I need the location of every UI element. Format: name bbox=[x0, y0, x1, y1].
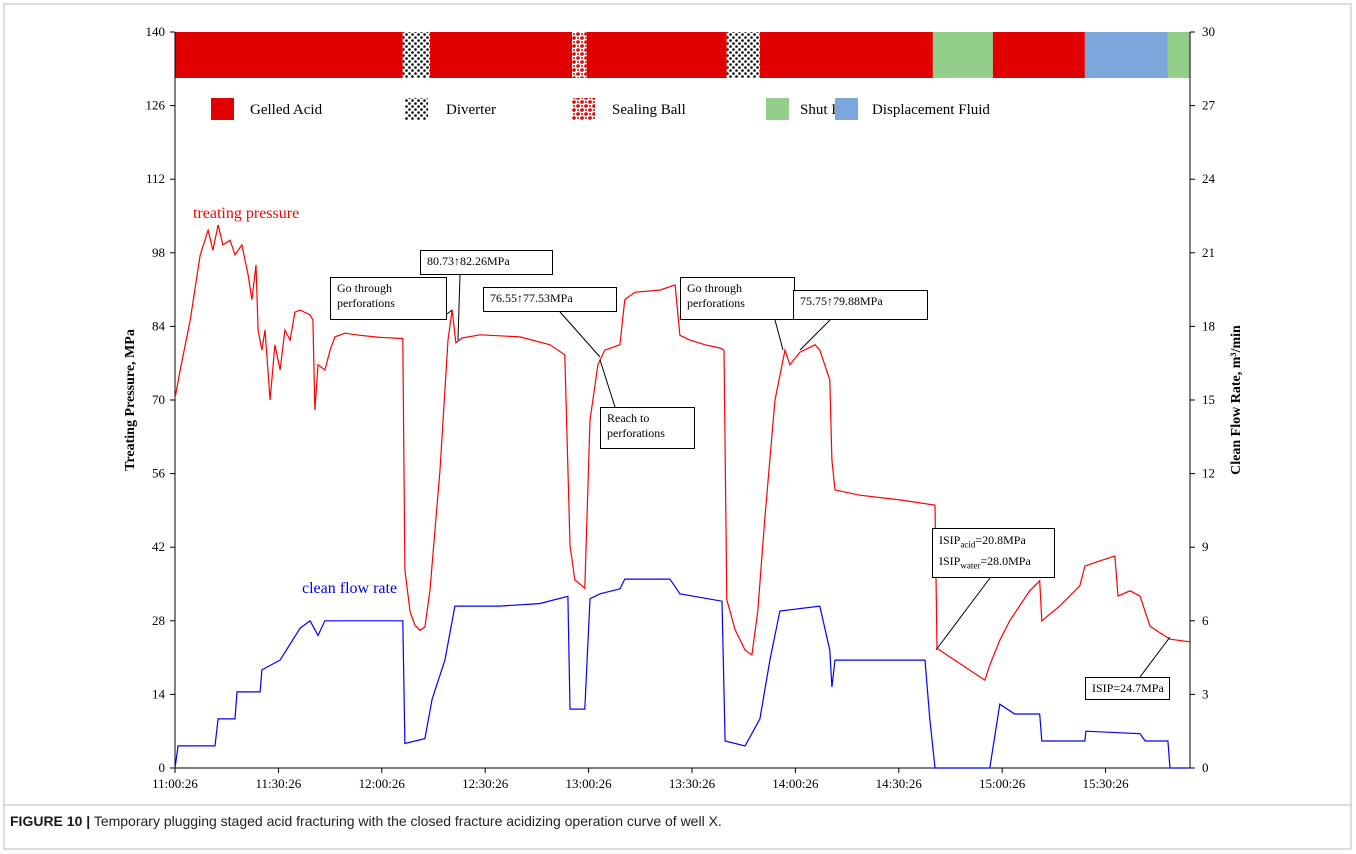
y2-tick-label: 0 bbox=[1202, 760, 1209, 775]
caption-text: Temporary plugging staged acid fracturin… bbox=[93, 813, 722, 829]
annotation-part: acid bbox=[960, 539, 976, 550]
y2-tick-label: 18 bbox=[1202, 318, 1215, 333]
annotation: ISIP=24.7MPa bbox=[1085, 677, 1170, 700]
y-tick-label: 70 bbox=[152, 392, 165, 407]
legend-label: Sealing Ball bbox=[612, 102, 686, 118]
x-tick-label: 13:00:26 bbox=[565, 776, 612, 791]
series-line bbox=[174, 578, 1190, 769]
y-tick-label: 126 bbox=[146, 98, 166, 113]
y-tick-label: 56 bbox=[152, 466, 166, 481]
annotation-pointer bbox=[559, 311, 601, 358]
stage-segment bbox=[992, 32, 1085, 78]
y-tick-label: 0 bbox=[159, 760, 166, 775]
annotation-pointer bbox=[774, 319, 784, 351]
y-tick-label: 14 bbox=[152, 686, 166, 701]
annotation-pointer bbox=[599, 359, 616, 408]
legend-swatch bbox=[572, 98, 595, 120]
series-line bbox=[174, 224, 1191, 682]
x-tick-label: 11:30:26 bbox=[256, 776, 302, 791]
stage-segment bbox=[572, 32, 587, 78]
legend-label: Displacement Fluid bbox=[872, 102, 990, 118]
stage-segment bbox=[759, 32, 933, 78]
stage-segment bbox=[1084, 32, 1168, 78]
annotation: Go through perforations bbox=[330, 277, 447, 320]
legend-swatch bbox=[766, 98, 789, 120]
y2-tick-label: 24 bbox=[1202, 171, 1216, 186]
y2-tick-label: 30 bbox=[1202, 24, 1215, 39]
legend-swatch bbox=[211, 98, 234, 120]
x-tick-label: 14:00:26 bbox=[772, 776, 819, 791]
x-tick-label: 15:30:26 bbox=[1082, 776, 1129, 791]
y2-tick-label: 12 bbox=[1202, 466, 1215, 481]
annotation: ISIPacid=20.8MPa ISIPwater=28.0MPa bbox=[932, 528, 1055, 578]
y2-axis-title: Clean Flow Rate, m³/min bbox=[1229, 325, 1244, 475]
annotation: 75.75↑79.88MPa bbox=[793, 290, 928, 320]
caption: FIGURE 10 | Temporary plugging staged ac… bbox=[10, 813, 722, 829]
y2-tick-label: 9 bbox=[1202, 539, 1209, 554]
y2-tick-label: 6 bbox=[1202, 613, 1209, 628]
annotation-part: ISIP bbox=[939, 554, 961, 569]
x-tick-label: 13:30:26 bbox=[669, 776, 716, 791]
annotation: 80.73↑82.26MPa bbox=[420, 250, 553, 275]
y-tick-label: 28 bbox=[152, 613, 165, 628]
y-tick-label: 112 bbox=[146, 171, 165, 186]
stage-segment bbox=[175, 32, 403, 78]
stage-segment bbox=[402, 32, 431, 78]
annotation-pointer bbox=[799, 319, 831, 351]
stage-segment bbox=[586, 32, 727, 78]
annotation: Go through perforations bbox=[680, 277, 795, 320]
annotation-part: ISIP bbox=[939, 533, 961, 547]
y2-tick-label: 15 bbox=[1202, 392, 1215, 407]
stage-segment bbox=[1167, 32, 1190, 78]
y-tick-label: 42 bbox=[152, 539, 165, 554]
y-tick-label: 98 bbox=[152, 245, 165, 260]
stage-segment bbox=[430, 32, 573, 78]
legend-label: Diverter bbox=[446, 102, 496, 118]
annotation-pointer bbox=[446, 309, 453, 315]
series-label: clean flow rate bbox=[302, 580, 397, 597]
stage-segment bbox=[932, 32, 993, 78]
annotation-pointer bbox=[457, 274, 461, 341]
series-label: treating pressure bbox=[193, 205, 299, 222]
annotation-pointer bbox=[1139, 636, 1171, 678]
annotation-part: water bbox=[960, 560, 981, 571]
annotation: 76.55↑77.53MPa bbox=[483, 287, 617, 312]
legend-label: Gelled Acid bbox=[250, 102, 323, 118]
y-tick-label: 140 bbox=[146, 24, 166, 39]
y2-tick-label: 27 bbox=[1202, 98, 1216, 113]
y2-tick-label: 21 bbox=[1202, 245, 1215, 260]
frame bbox=[3, 3, 1352, 850]
legend-swatch bbox=[835, 98, 858, 120]
stage-segment bbox=[726, 32, 760, 78]
legend-label: Shut In bbox=[800, 102, 844, 118]
x-tick-label: 15:00:26 bbox=[979, 776, 1026, 791]
y2-tick-label: 3 bbox=[1202, 686, 1209, 701]
x-tick-label: 11:00:26 bbox=[152, 776, 198, 791]
annotation-part: =20.8MPa bbox=[975, 533, 1026, 547]
x-tick-label: 12:30:26 bbox=[462, 776, 509, 791]
x-tick-label: 12:00:26 bbox=[359, 776, 406, 791]
annotation-pointer bbox=[935, 577, 991, 651]
x-tick-label: 14:30:26 bbox=[876, 776, 923, 791]
y-axis-title: Treating Pressure, MPa bbox=[123, 329, 138, 471]
caption-label: FIGURE 10 | bbox=[10, 813, 91, 829]
annotation: Reach to perforations bbox=[600, 407, 695, 449]
annotation-part: =28.0MPa bbox=[980, 554, 1031, 569]
y-tick-label: 84 bbox=[152, 318, 166, 333]
legend-swatch bbox=[405, 98, 428, 120]
